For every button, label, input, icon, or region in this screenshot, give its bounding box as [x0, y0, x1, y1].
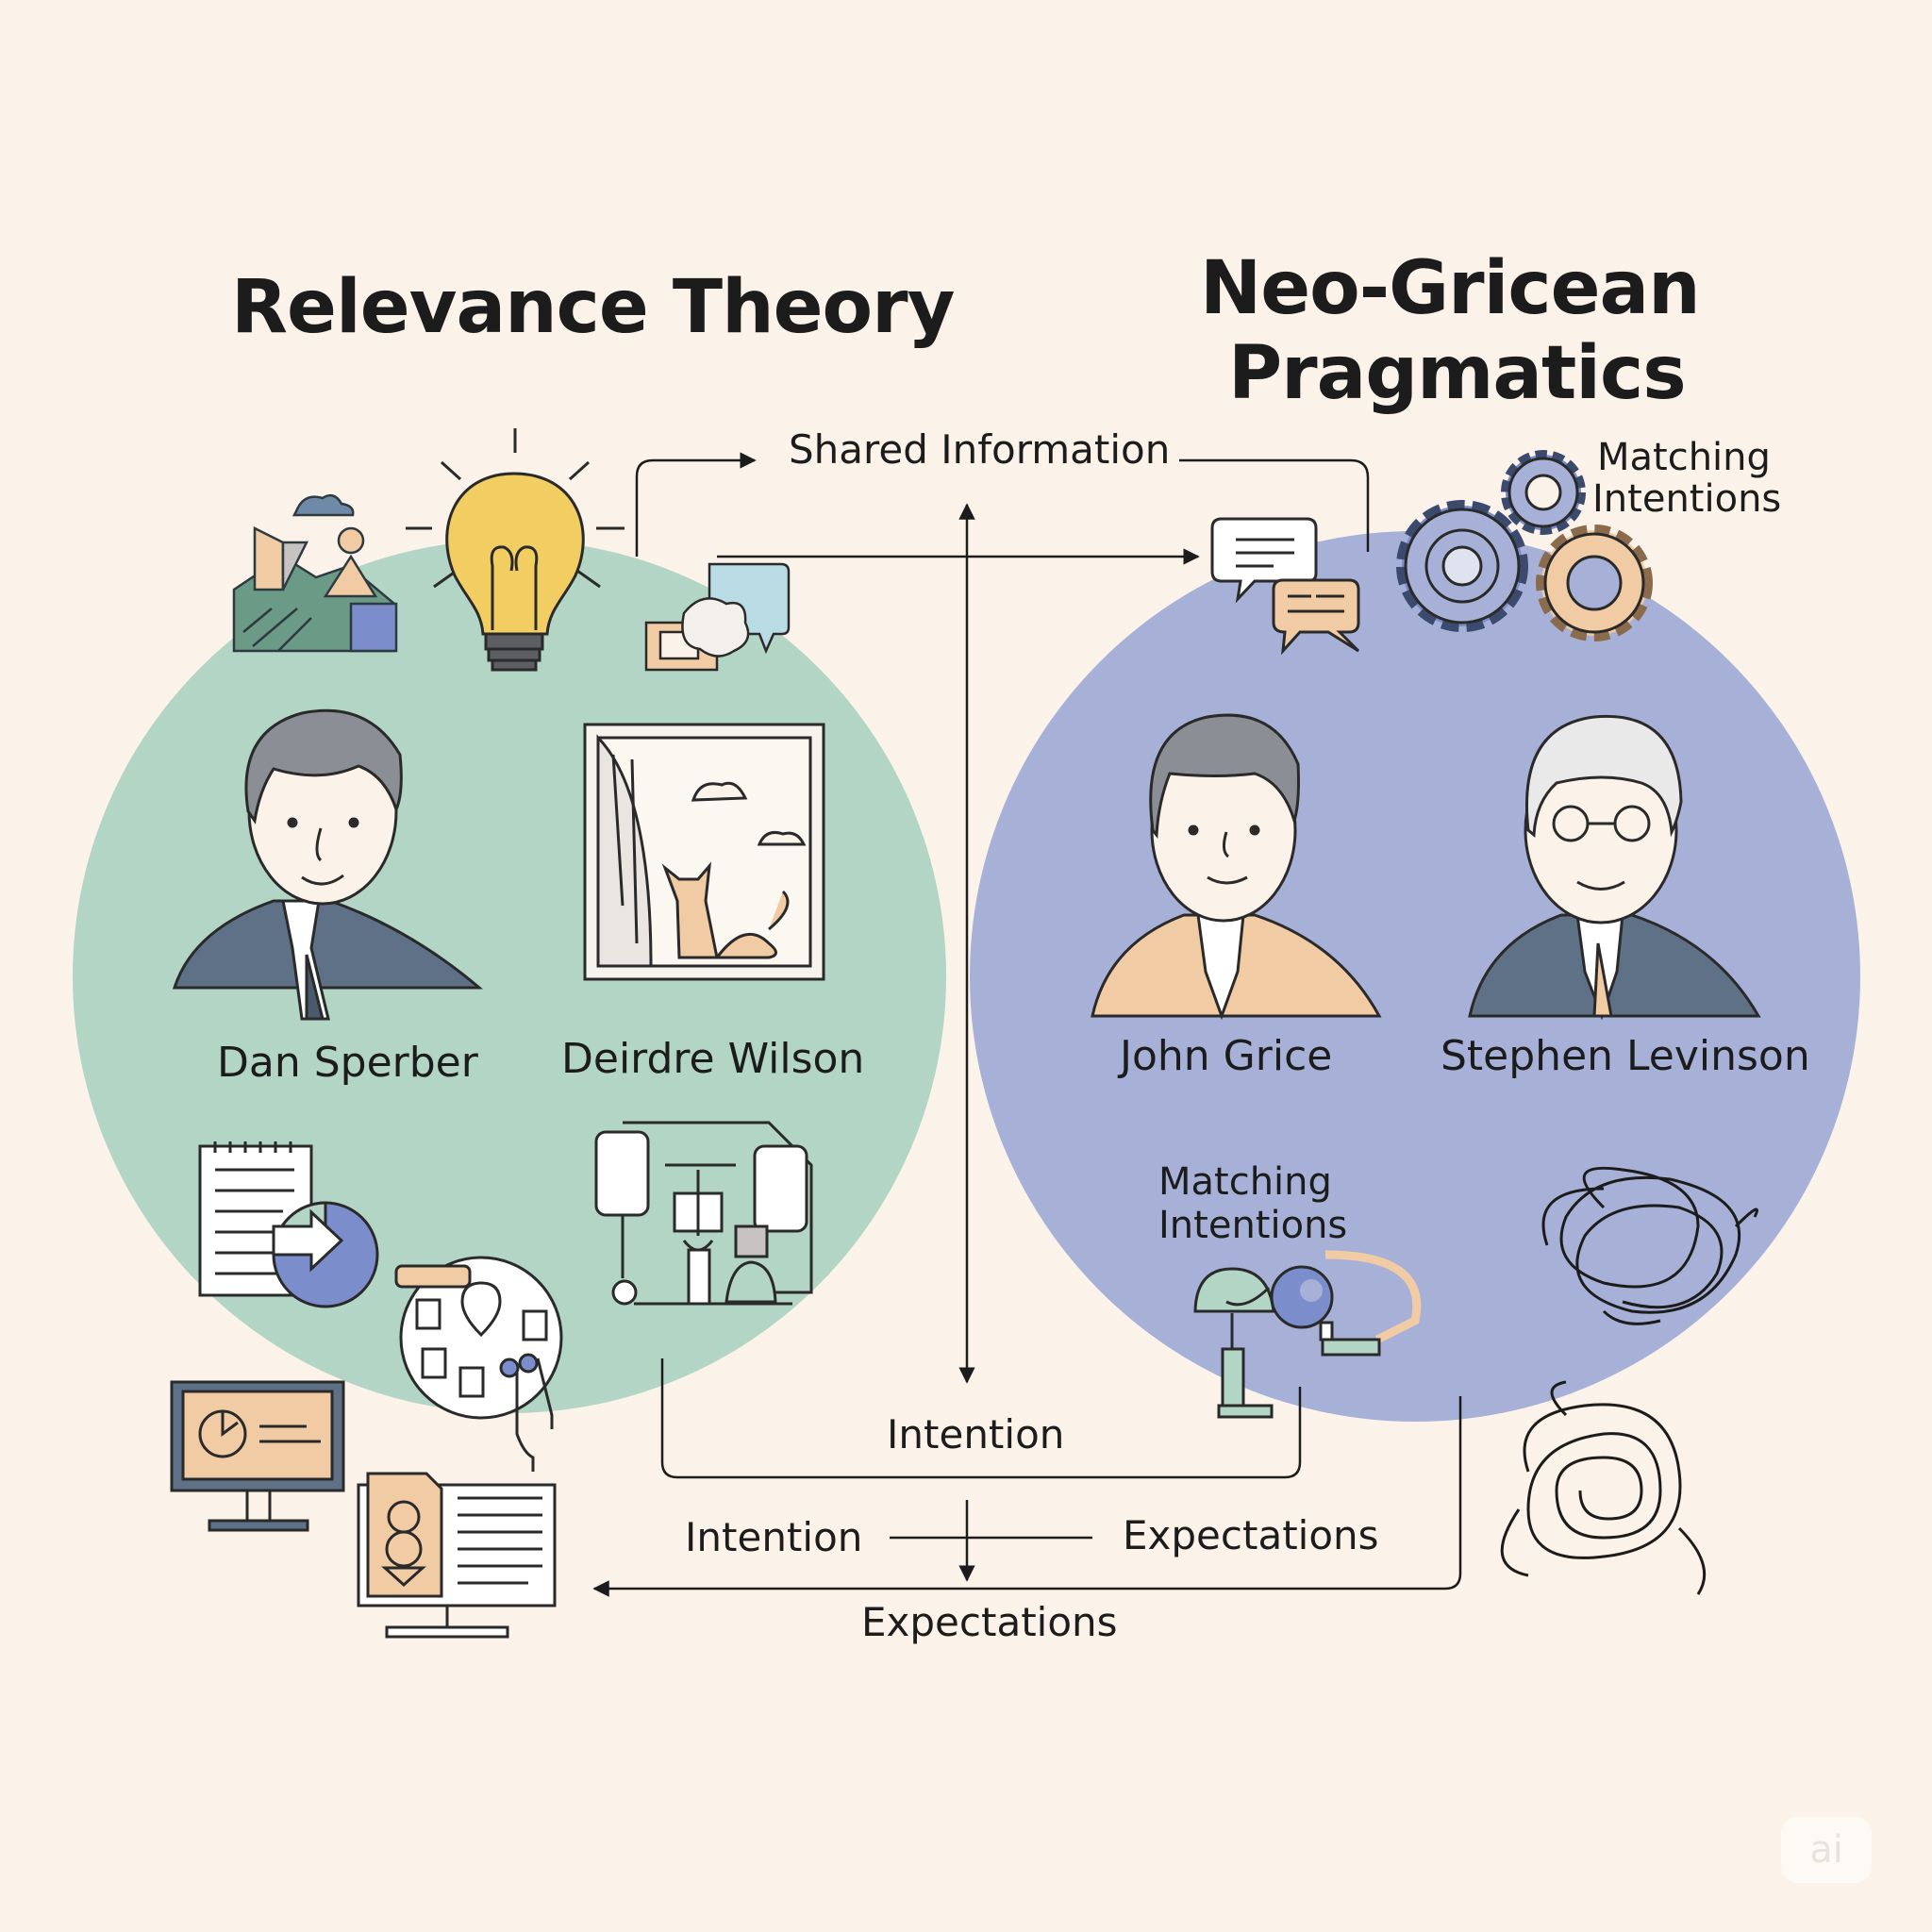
- connector-intention-box: [660, 1358, 1302, 1479]
- label-intention-center: Intention: [887, 1411, 1065, 1457]
- label-matching-intentions-inner-line1: Matching: [1158, 1160, 1332, 1204]
- label-matching-intentions-inner-line2: Intentions: [1158, 1204, 1348, 1247]
- grice-portrait: [1091, 713, 1382, 1021]
- label-expectations-right: Expectations: [1123, 1512, 1379, 1558]
- label-matching-intentions-top-line2: Intentions: [1592, 477, 1782, 521]
- lightbulb-icon: [406, 428, 625, 672]
- notepad-pie-icon: [198, 1141, 379, 1308]
- gears-icon: [1396, 450, 1653, 641]
- map-touch-icon: [394, 1256, 563, 1472]
- label-expectations-bottom: Expectations: [861, 1599, 1118, 1645]
- landscape-icon: [232, 493, 398, 653]
- connector-bottom-return: [592, 1396, 1462, 1597]
- monitor-gauge-icon: [170, 1380, 345, 1532]
- name-dan-sperber: Dan Sperber: [217, 1039, 478, 1087]
- desk-lamp-globe-icon: [1193, 1250, 1422, 1419]
- window-cat-icon: [583, 723, 825, 981]
- sperber-portrait: [172, 708, 484, 1021]
- name-deirdre-wilson: Deirdre Wilson: [561, 1035, 865, 1083]
- label-matching-intentions-top-line1: Matching: [1597, 436, 1771, 479]
- chat-devices-icon: [644, 562, 791, 672]
- title-relevance-theory: Relevance Theory: [231, 265, 955, 350]
- flow-connectors: [592, 452, 1462, 1597]
- levinson-portrait: [1468, 714, 1761, 1021]
- tangle-icon: [1500, 1166, 1758, 1595]
- watermark-badge: ai: [1781, 1817, 1872, 1883]
- label-intention-lower: Intention: [685, 1514, 863, 1560]
- title-neo-gricean-line1: Neo-Gricean: [1200, 246, 1701, 331]
- monitor-document-icon: [357, 1472, 557, 1639]
- label-shared-information: Shared Information: [789, 426, 1171, 473]
- person-avatar-icon: [172, 708, 1761, 1021]
- name-stephen-levinson: Stephen Levinson: [1441, 1032, 1810, 1080]
- title-neo-gricean-line2: Pragmatics: [1228, 331, 1687, 416]
- speech-bubbles-icon: [1210, 517, 1360, 656]
- connector-top-right: [1179, 458, 1370, 552]
- name-john-grice: John Grice: [1120, 1032, 1333, 1080]
- lab-apparatus-icon: [594, 1121, 813, 1306]
- connector-top-left: [635, 452, 757, 557]
